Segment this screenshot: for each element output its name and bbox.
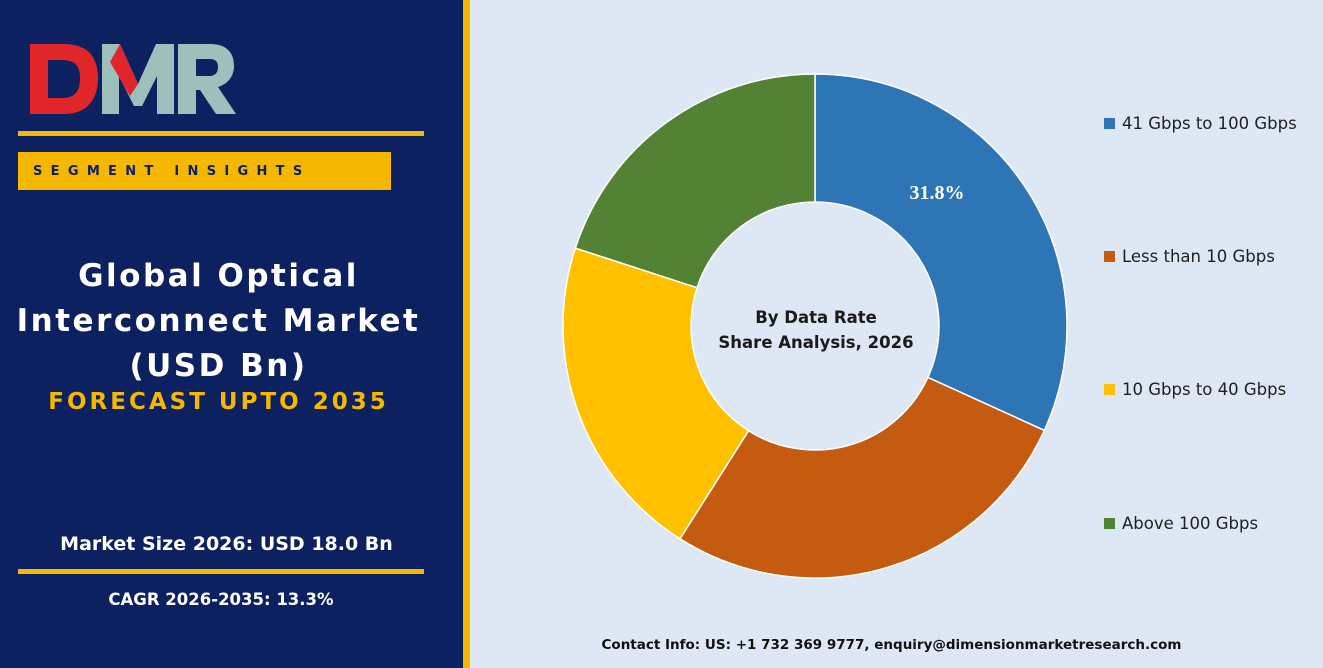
chart-center-title-line-1: By Data Rate xyxy=(755,308,877,327)
chart-center-title-line-2: Share Analysis, 2026 xyxy=(718,333,913,352)
forecast-label: FORECAST UPTO 2035 xyxy=(48,389,389,415)
legend-item-41-to-100-gbps: 41 Gbps to 100 Gbps xyxy=(1104,114,1297,133)
legend-item-10-to-40-gbps: 10 Gbps to 40 Gbps xyxy=(1104,380,1286,399)
legend-label: Less than 10 Gbps xyxy=(1122,247,1275,266)
market-title-line-2: Interconnect Market xyxy=(16,303,421,339)
logo-letter-d xyxy=(30,44,98,114)
legend-swatch xyxy=(1104,118,1115,129)
logo-letter-r xyxy=(178,44,236,114)
donut-slice-less-than-10-gbps xyxy=(678,376,1046,579)
slice-labels: 31.8% xyxy=(909,182,964,204)
legend-label: 10 Gbps to 40 Gbps xyxy=(1122,380,1287,399)
legend-swatch xyxy=(1104,251,1115,262)
gold-rule-top xyxy=(18,131,424,136)
segment-insights-banner: SEGMENT INSIGHTS xyxy=(18,152,391,190)
legend-item-above-100-gbps: Above 100 Gbps xyxy=(1104,514,1258,533)
legend-item-less-than-10-gbps: Less than 10 Gbps xyxy=(1104,247,1275,266)
panel-divider xyxy=(463,0,470,668)
market-title-line-3: (USD Bn) xyxy=(129,348,308,384)
logo-letter-m xyxy=(102,44,174,114)
contact-info: Contact Info: US: +1 732 369 9777, enqui… xyxy=(601,637,1182,653)
slice-value-label: 31.8% xyxy=(909,182,964,204)
legend-swatch xyxy=(1104,384,1115,395)
dmr-logo xyxy=(30,44,236,114)
donut-slice-10-gbps-to-40-gbps xyxy=(562,247,750,540)
legend-label: Above 100 Gbps xyxy=(1122,514,1259,533)
cagr-stat: CAGR 2026-2035: 13.3% xyxy=(108,590,334,609)
donut-slice-41-gbps-to-100-gbps xyxy=(814,73,1068,432)
legend-label: 41 Gbps to 100 Gbps xyxy=(1122,114,1297,133)
market-title: Global Optical Interconnect Market (USD … xyxy=(0,254,437,389)
market-size-stat: Market Size 2026: USD 18.0 Bn xyxy=(60,533,393,555)
donut-slice-above-100-gbps xyxy=(574,73,816,289)
donut-slices xyxy=(562,73,1068,579)
gold-rule-bottom xyxy=(18,569,424,574)
market-title-line-1: Global Optical xyxy=(78,258,359,294)
segment-insights-label: SEGMENT INSIGHTS xyxy=(33,163,311,179)
legend-swatch xyxy=(1104,518,1115,529)
